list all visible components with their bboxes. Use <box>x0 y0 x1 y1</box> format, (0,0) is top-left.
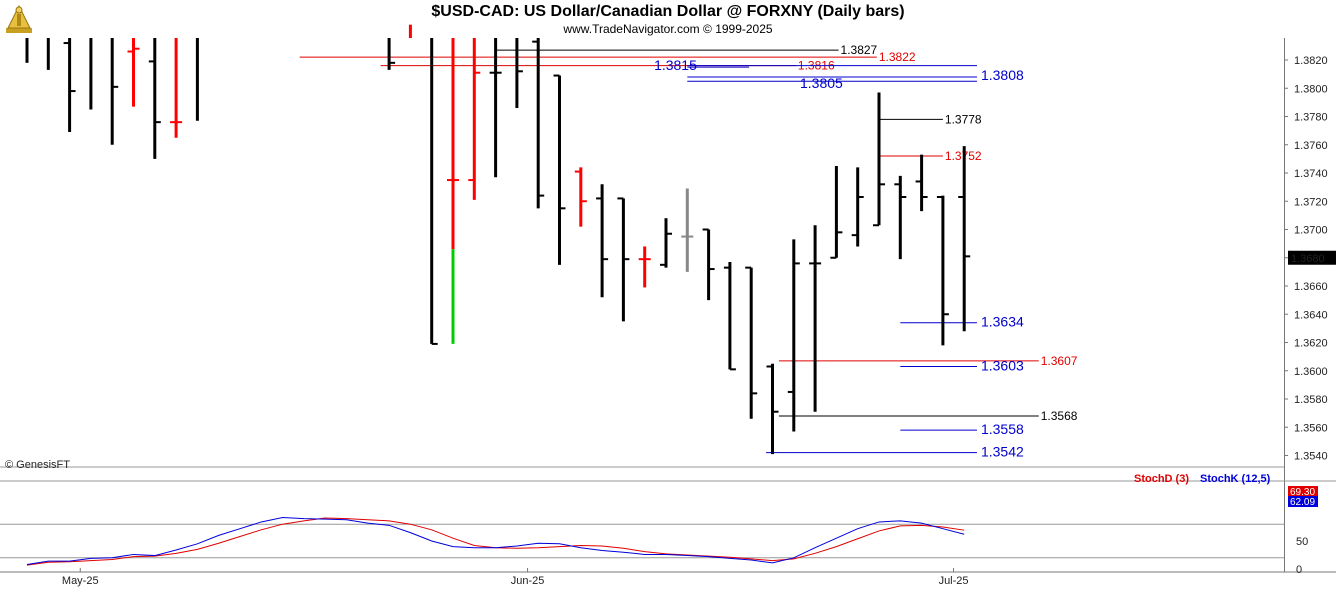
level-label: 1.3808 <box>981 67 1024 83</box>
chart-frame <box>0 38 1336 573</box>
price-tick-label: 1.3540 <box>1294 451 1328 463</box>
osc-tick-label: 50 <box>1296 536 1308 548</box>
price-tick-label: 1.3600 <box>1294 366 1328 378</box>
date-tick-label: Jul-25 <box>939 575 969 587</box>
level-label: 1.3558 <box>981 421 1024 437</box>
level-label: 1.3568 <box>1041 409 1078 423</box>
level-label: 1.3822 <box>879 50 916 64</box>
price-tick-label: 1.3580 <box>1294 394 1328 406</box>
price-tick-label: 1.3620 <box>1294 338 1328 350</box>
stochk-line <box>26 516 965 566</box>
price-tick-label: 1.3640 <box>1294 309 1328 321</box>
price-tick-label: 1.3720 <box>1294 196 1328 208</box>
date-tick-label: Jun-25 <box>511 575 545 587</box>
stochk-legend: StochK (12,5) <box>1200 473 1271 485</box>
level-label: 1.3827 <box>841 43 878 57</box>
date-axis: May-25 Jun-25 Jul-25 <box>62 568 969 587</box>
genesisft-watermark: © GenesisFT <box>5 459 70 471</box>
level-lines: 1.38271.38221.38161.38151.38081.38051.37… <box>299 43 1078 460</box>
price-axis: 1.3540 1.3560 1.3580 1.3600 1.3620 1.3640 1.36… <box>1284 55 1336 463</box>
chart-header: $USD-CAD: US Dollar/Canadian Dollar @ FO… <box>0 0 1336 38</box>
osc-tick-label: 0 <box>1296 564 1302 576</box>
chart-title: $USD-CAD: US Dollar/Canadian Dollar @ FO… <box>431 3 905 20</box>
price-tick-label: 1.3560 <box>1294 422 1328 434</box>
ohlc-bars <box>25 24 971 455</box>
last-price-box <box>1288 250 1336 265</box>
level-label: 1.3805 <box>800 75 843 91</box>
date-tick-label: May-25 <box>62 575 99 587</box>
level-label: 1.3542 <box>981 444 1024 460</box>
price-tick-label: 1.3760 <box>1294 140 1328 152</box>
stochk-value-box <box>1288 496 1318 507</box>
level-label: 1.3815 <box>654 57 697 73</box>
level-label: 1.3778 <box>945 112 982 126</box>
stochd-value-box <box>1288 486 1318 497</box>
chart-subtitle: www.TradeNavigator.com © 1999-2025 <box>563 22 773 36</box>
price-tick-label: 1.3820 <box>1294 55 1328 67</box>
level-label: 1.3603 <box>981 358 1024 374</box>
price-tick-label: 1.3800 <box>1294 83 1328 95</box>
price-tick-label: 1.3660 <box>1294 281 1328 293</box>
stochd-value: 69.30 <box>1290 487 1315 498</box>
stochk-value: 62.09 <box>1290 497 1315 508</box>
stochd-legend: StochD (3) <box>1134 473 1189 485</box>
level-label: 1.3607 <box>1041 354 1078 368</box>
price-tick-label: 1.3740 <box>1294 168 1328 180</box>
last-price-label: 1.3680 <box>1291 253 1325 265</box>
tradenavigator-logo-icon <box>6 4 32 33</box>
price-tick-label: 1.3700 <box>1294 225 1328 237</box>
price-tick-label: 1.3780 <box>1294 112 1328 124</box>
level-label: 1.3634 <box>981 314 1024 330</box>
